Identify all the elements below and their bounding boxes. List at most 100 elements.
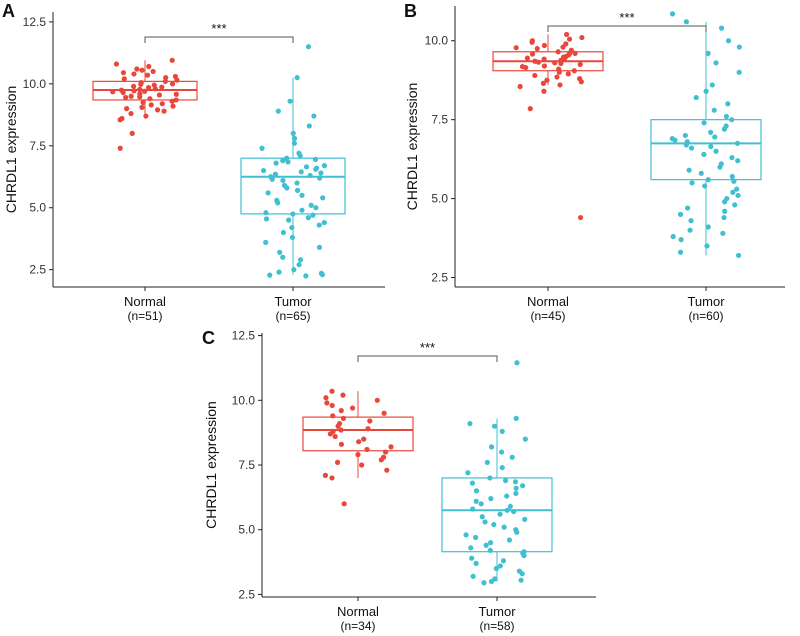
- data-point: [577, 214, 584, 221]
- data-point: [705, 50, 711, 56]
- y-tick-label: 5.0: [238, 523, 255, 537]
- data-point: [140, 99, 146, 106]
- data-point: [683, 19, 690, 25]
- group-normal: Normal(n=34): [302, 388, 414, 633]
- data-point: [689, 180, 695, 186]
- y-tick-label: 12.5: [232, 329, 256, 343]
- data-point: [507, 503, 513, 510]
- data-point: [729, 154, 735, 161]
- data-point: [541, 56, 547, 62]
- data-point: [294, 75, 300, 81]
- panel-c: C 2.5 5.0 7.5 10.0 12.5 CHRDL1 expression Norma…: [202, 328, 596, 633]
- data-point: [487, 547, 493, 554]
- data-point: [519, 571, 525, 577]
- data-point: [291, 135, 298, 141]
- data-point: [134, 66, 140, 72]
- data-point: [156, 92, 163, 98]
- data-point: [338, 441, 345, 447]
- data-point: [173, 91, 179, 97]
- data-point: [287, 98, 293, 104]
- data-point: [541, 88, 547, 94]
- data-point: [154, 107, 161, 113]
- data-point: [335, 423, 341, 429]
- data-point: [312, 156, 319, 163]
- data-point: [720, 230, 726, 236]
- data-point: [121, 76, 127, 82]
- data-point: [128, 110, 134, 117]
- data-point: [498, 449, 505, 455]
- data-point: [381, 410, 387, 416]
- data-point: [564, 31, 570, 38]
- data-point: [152, 86, 158, 92]
- panel-a: A 2.5 5.0 7.5 10.0 12.5 CHRDL1 expression Norma…: [2, 1, 385, 323]
- data-point: [541, 42, 548, 49]
- data-point: [110, 89, 116, 95]
- y-axis-title: CHRDL1 expression: [3, 86, 19, 214]
- data-point: [556, 69, 562, 75]
- data-point: [468, 545, 474, 551]
- data-point: [162, 78, 168, 84]
- data-point: [491, 423, 498, 429]
- data-point: [708, 129, 714, 135]
- data-point: [677, 211, 684, 217]
- data-point: [129, 130, 135, 136]
- data-point: [303, 273, 309, 279]
- data-point: [735, 192, 741, 199]
- data-point: [693, 94, 699, 101]
- data-point: [382, 449, 389, 455]
- data-point: [169, 98, 175, 104]
- data-point: [267, 272, 273, 278]
- data-point: [294, 180, 300, 186]
- data-point: [711, 107, 717, 113]
- significance-label: ***: [420, 340, 435, 355]
- data-point: [523, 64, 529, 71]
- data-point: [513, 415, 519, 422]
- data-point: [555, 49, 561, 55]
- sample-size-label: (n=51): [127, 309, 162, 323]
- x-tick-label: Tumor: [478, 604, 516, 619]
- data-point: [482, 519, 488, 525]
- panel-label: A: [2, 1, 15, 21]
- sample-size-label: (n=34): [340, 619, 375, 633]
- data-point: [519, 483, 526, 489]
- group-normal: Normal(n=51): [92, 57, 198, 323]
- x-tick-label: Normal: [337, 604, 379, 619]
- data-point: [265, 190, 271, 196]
- data-point: [361, 436, 367, 442]
- data-point: [682, 132, 688, 139]
- data-point: [532, 72, 538, 79]
- data-point: [296, 262, 302, 268]
- data-point: [509, 454, 515, 460]
- data-point: [364, 446, 370, 453]
- data-point: [139, 67, 145, 73]
- data-point: [120, 70, 127, 76]
- data-point: [722, 199, 728, 205]
- data-point: [365, 426, 371, 432]
- data-point: [717, 164, 723, 170]
- data-point: [285, 159, 291, 165]
- data-point: [338, 408, 344, 414]
- y-axis-title: CHRDL1 expression: [203, 401, 219, 529]
- y-tick-label: 10.0: [232, 393, 256, 407]
- data-point: [174, 77, 180, 83]
- data-point: [678, 237, 684, 243]
- data-point: [554, 74, 560, 80]
- data-point: [529, 51, 536, 57]
- data-point: [683, 142, 690, 148]
- data-point: [359, 462, 365, 468]
- data-point: [725, 101, 731, 107]
- sample-size-label: (n=58): [479, 619, 514, 633]
- data-point: [521, 552, 527, 559]
- y-tick-label: 7.5: [29, 139, 46, 153]
- data-point: [493, 565, 499, 572]
- data-point: [311, 113, 317, 119]
- sample-size-label: (n=60): [688, 309, 723, 323]
- significance-label: ***: [211, 21, 226, 36]
- data-point: [324, 400, 330, 406]
- data-point: [322, 472, 328, 478]
- data-point: [128, 93, 134, 99]
- data-point: [310, 212, 316, 218]
- data-point: [478, 501, 484, 507]
- data-point: [702, 183, 708, 189]
